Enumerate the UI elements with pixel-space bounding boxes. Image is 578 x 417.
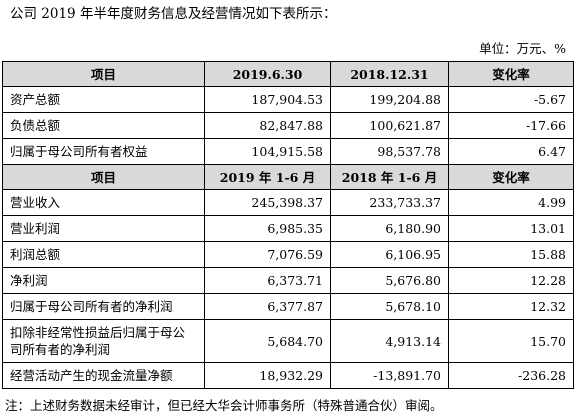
row-label: 营业利润 xyxy=(2,215,205,242)
row-label: 负债总额 xyxy=(2,112,205,139)
row-change-rate: 13.01 xyxy=(448,215,574,242)
row-change-rate: 6.47 xyxy=(448,138,574,165)
row-label: 归属于母公司所有者的净利润 xyxy=(2,293,205,320)
row-change-rate: -5.67 xyxy=(448,86,574,113)
table-header-row: 项目 2019.6.30 2018.12.31 变化率 xyxy=(2,61,574,87)
row-value-previous: 199,204.88 xyxy=(330,86,449,113)
row-value-current: 5,684.70 xyxy=(204,319,331,363)
header-change-rate: 变化率 xyxy=(448,164,574,190)
row-value-previous: 98,537.78 xyxy=(330,138,449,165)
row-change-rate: 12.32 xyxy=(448,293,574,320)
table-row: 扣除非经常性损益后归属于母公司所有者的净利润 5,684.70 4,913.14… xyxy=(2,319,574,363)
footnote: 注：上述财务数据未经审计，但已经大华会计师事务所（特殊普通合伙）审阅。 xyxy=(5,398,443,413)
row-change-rate: 15.88 xyxy=(448,241,574,268)
row-value-current: 6,377.87 xyxy=(204,293,331,320)
intro-text: 公司 2019 年半年度财务信息及经营情况如下表所示： xyxy=(10,6,337,22)
table-row: 利润总额 7,076.59 6,106.95 15.88 xyxy=(2,241,574,268)
row-label: 经营活动产生的现金流量净额 xyxy=(2,362,205,389)
header-change-rate: 变化率 xyxy=(448,61,574,87)
row-label: 资产总额 xyxy=(2,86,205,113)
row-value-previous: 6,180.90 xyxy=(330,215,449,242)
row-value-previous: 233,733.37 xyxy=(330,189,449,216)
row-label: 扣除非经常性损益后归属于母公司所有者的净利润 xyxy=(2,319,205,363)
row-value-previous: 4,913.14 xyxy=(330,319,449,363)
row-value-current: 6,373.71 xyxy=(204,267,331,294)
row-value-previous: 5,676.80 xyxy=(330,267,449,294)
row-value-current: 18,932.29 xyxy=(204,362,331,389)
table-row: 归属于母公司所有者权益 104,915.58 98,537.78 6.47 xyxy=(2,138,574,165)
header-period-current: 2019.6.30 xyxy=(204,61,331,87)
table-row: 资产总额 187,904.53 199,204.88 -5.67 xyxy=(2,86,574,113)
header-period-current: 2019 年 1-6 月 xyxy=(204,164,331,190)
row-value-current: 104,915.58 xyxy=(204,138,331,165)
row-value-current: 6,985.35 xyxy=(204,215,331,242)
row-value-previous: 100,621.87 xyxy=(330,112,449,139)
row-value-previous: 6,106.95 xyxy=(330,241,449,268)
table-row: 营业收入 245,398.37 233,733.37 4.99 xyxy=(2,189,574,216)
row-change-rate: 12.28 xyxy=(448,267,574,294)
header-item: 项目 xyxy=(2,164,205,190)
table-row: 归属于母公司所有者的净利润 6,377.87 5,678.10 12.32 xyxy=(2,293,574,320)
row-change-rate: 15.70 xyxy=(448,319,574,363)
table-row: 经营活动产生的现金流量净额 18,932.29 -13,891.70 -236.… xyxy=(2,362,574,389)
row-change-rate: -17.66 xyxy=(448,112,574,139)
row-value-current: 82,847.88 xyxy=(204,112,331,139)
header-period-previous: 2018.12.31 xyxy=(330,61,449,87)
table-header-row: 项目 2019 年 1-6 月 2018 年 1-6 月 变化率 xyxy=(2,164,574,190)
header-period-previous: 2018 年 1-6 月 xyxy=(330,164,449,190)
row-change-rate: 4.99 xyxy=(448,189,574,216)
row-value-previous: 5,678.10 xyxy=(330,293,449,320)
row-label: 归属于母公司所有者权益 xyxy=(2,138,205,165)
row-value-current: 245,398.37 xyxy=(204,189,331,216)
table-row: 负债总额 82,847.88 100,621.87 -17.66 xyxy=(2,112,574,139)
table-row: 净利润 6,373.71 5,676.80 12.28 xyxy=(2,267,574,294)
row-change-rate: -236.28 xyxy=(448,362,574,389)
unit-label: 单位：万元、% xyxy=(479,41,566,56)
row-label: 利润总额 xyxy=(2,241,205,268)
row-value-current: 7,076.59 xyxy=(204,241,331,268)
financial-table: 项目 2019.6.30 2018.12.31 变化率 资产总额 187,904… xyxy=(2,61,574,389)
row-label: 净利润 xyxy=(2,267,205,294)
row-value-previous: -13,891.70 xyxy=(330,362,449,389)
table-row: 营业利润 6,985.35 6,180.90 13.01 xyxy=(2,215,574,242)
row-label: 营业收入 xyxy=(2,189,205,216)
row-value-current: 187,904.53 xyxy=(204,86,331,113)
header-item: 项目 xyxy=(2,61,205,87)
